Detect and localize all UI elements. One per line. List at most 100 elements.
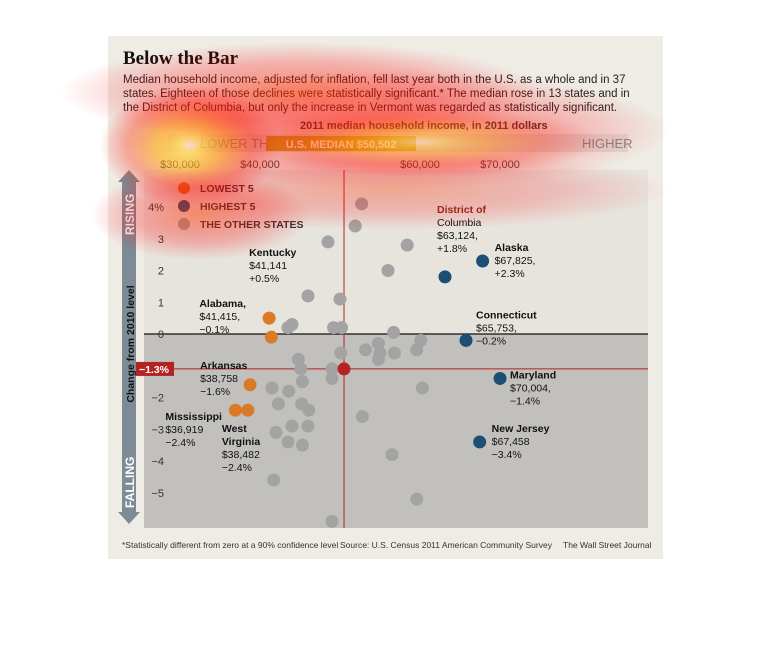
other-state-point: [335, 321, 349, 335]
point-label: Mississippi: [165, 411, 222, 423]
point-label: $41,141: [249, 260, 287, 272]
lowest-state-point: [228, 403, 242, 417]
other-state-point: [387, 325, 401, 339]
chart-title: Below the Bar: [123, 48, 239, 69]
point-label: Virginia: [222, 436, 260, 448]
point-label: $67,825,: [495, 255, 536, 267]
highest-state-point: [476, 254, 490, 268]
point-label: District of: [437, 204, 487, 216]
x-tick-label: $70,000: [480, 159, 520, 171]
point-label: −2.4%: [222, 462, 252, 474]
point-label: Alabama,: [199, 298, 246, 310]
point-label: −1.4%: [510, 395, 540, 407]
us-median-label: U.S. MEDIAN $50,502: [286, 139, 397, 151]
other-state-point: [333, 292, 347, 306]
other-state-point: [325, 514, 339, 528]
point-label: +2.3%: [495, 268, 525, 280]
y-tick-label: 0: [158, 329, 164, 341]
other-state-point: [295, 438, 309, 452]
us-change-label: −1.3%: [139, 364, 170, 376]
other-state-point: [282, 384, 296, 398]
other-state-point: [265, 381, 279, 395]
point-label: −3.4%: [492, 449, 522, 461]
other-state-point: [281, 435, 295, 449]
y-tick-label: −5: [151, 488, 164, 500]
other-state-point: [301, 289, 315, 303]
y-tick-label: −2: [151, 393, 164, 405]
point-label: $36,919: [165, 424, 203, 436]
footnote: *Statistically different from zero at a …: [122, 540, 339, 550]
other-state-point: [400, 238, 414, 252]
y-tick-label: 3: [158, 234, 164, 246]
point-label: Columbia: [437, 217, 482, 229]
other-state-point: [321, 235, 335, 249]
y-tick-label: 1: [158, 297, 164, 309]
y-arrow-down: [118, 512, 140, 524]
legend-swatch-highest: [178, 200, 190, 212]
highest-state-point: [438, 270, 452, 284]
falling-region: [144, 334, 648, 528]
y-arrow-up: [118, 170, 140, 182]
point-label: −0.1%: [199, 324, 229, 336]
other-state-point: [385, 448, 399, 462]
y-tick-label: −4: [151, 456, 164, 468]
other-state-point: [410, 343, 424, 357]
other-state-point: [325, 362, 339, 376]
other-state-point: [285, 317, 299, 331]
point-label: $38,758: [200, 373, 238, 385]
legend-swatch-other: [178, 218, 190, 230]
point-label: −2.4%: [165, 437, 195, 449]
other-state-point: [285, 419, 299, 433]
point-label: $65,753,: [476, 322, 517, 334]
y-tick-label: 2: [158, 266, 164, 278]
y-arrow-band: [122, 182, 136, 512]
point-label: Kentucky: [249, 247, 296, 259]
x-tick-label: $30,000: [160, 159, 200, 171]
point-label: West: [222, 423, 247, 435]
highest-state-point: [493, 371, 507, 385]
other-state-point: [371, 352, 385, 366]
lowest-state-point: [243, 378, 257, 392]
point-label: Connecticut: [476, 309, 537, 321]
point-label: Arkansas: [200, 360, 247, 372]
legend-label-lowest: LOWEST 5: [200, 183, 254, 195]
chart-subtitle: Median household income, adjusted for in…: [123, 74, 630, 114]
point-label: Alaska: [495, 242, 529, 254]
credit: The Wall Street Journal: [563, 540, 652, 550]
lowest-state-point: [262, 311, 276, 325]
x-tick-label: $60,000: [400, 159, 440, 171]
us-point: [337, 362, 351, 376]
y-axis-label: Change from 2010 level: [125, 285, 137, 402]
point-label: −1.6%: [200, 386, 230, 398]
point-label: $70,004,: [510, 382, 551, 394]
highest-state-point: [473, 435, 487, 449]
point-label: $41,415,: [199, 311, 240, 323]
y-label-falling: FALLING: [123, 457, 137, 508]
point-label: $38,482: [222, 449, 260, 461]
other-state-point: [355, 410, 369, 424]
y-tick-label: −3: [151, 424, 164, 436]
point-label: $63,124,: [437, 230, 478, 242]
point-label: +0.5%: [249, 273, 279, 285]
highest-state-point: [459, 333, 473, 347]
other-state-point: [410, 492, 424, 506]
other-state-point: [269, 425, 283, 439]
other-state-point: [415, 381, 429, 395]
point-label: Maryland: [510, 369, 556, 381]
source-note: Source: U.S. Census 2011 American Commun…: [340, 540, 552, 550]
other-state-point: [348, 219, 362, 233]
other-state-point: [267, 473, 281, 487]
point-label: −0.2%: [476, 335, 506, 347]
legend-swatch-lowest: [178, 182, 190, 194]
y-label-rising: RISING: [123, 194, 137, 235]
lowest-state-point: [264, 330, 278, 344]
y-tick-label: 4%: [148, 202, 164, 214]
other-state-point: [334, 346, 348, 360]
point-label: New Jersey: [492, 423, 550, 435]
other-state-point: [271, 397, 285, 411]
legend-label-other: THE OTHER STATES: [200, 219, 303, 231]
other-state-point: [359, 343, 373, 357]
other-state-point: [294, 362, 308, 376]
point-label: +1.8%: [437, 243, 467, 255]
us-change-badge: [134, 361, 174, 376]
